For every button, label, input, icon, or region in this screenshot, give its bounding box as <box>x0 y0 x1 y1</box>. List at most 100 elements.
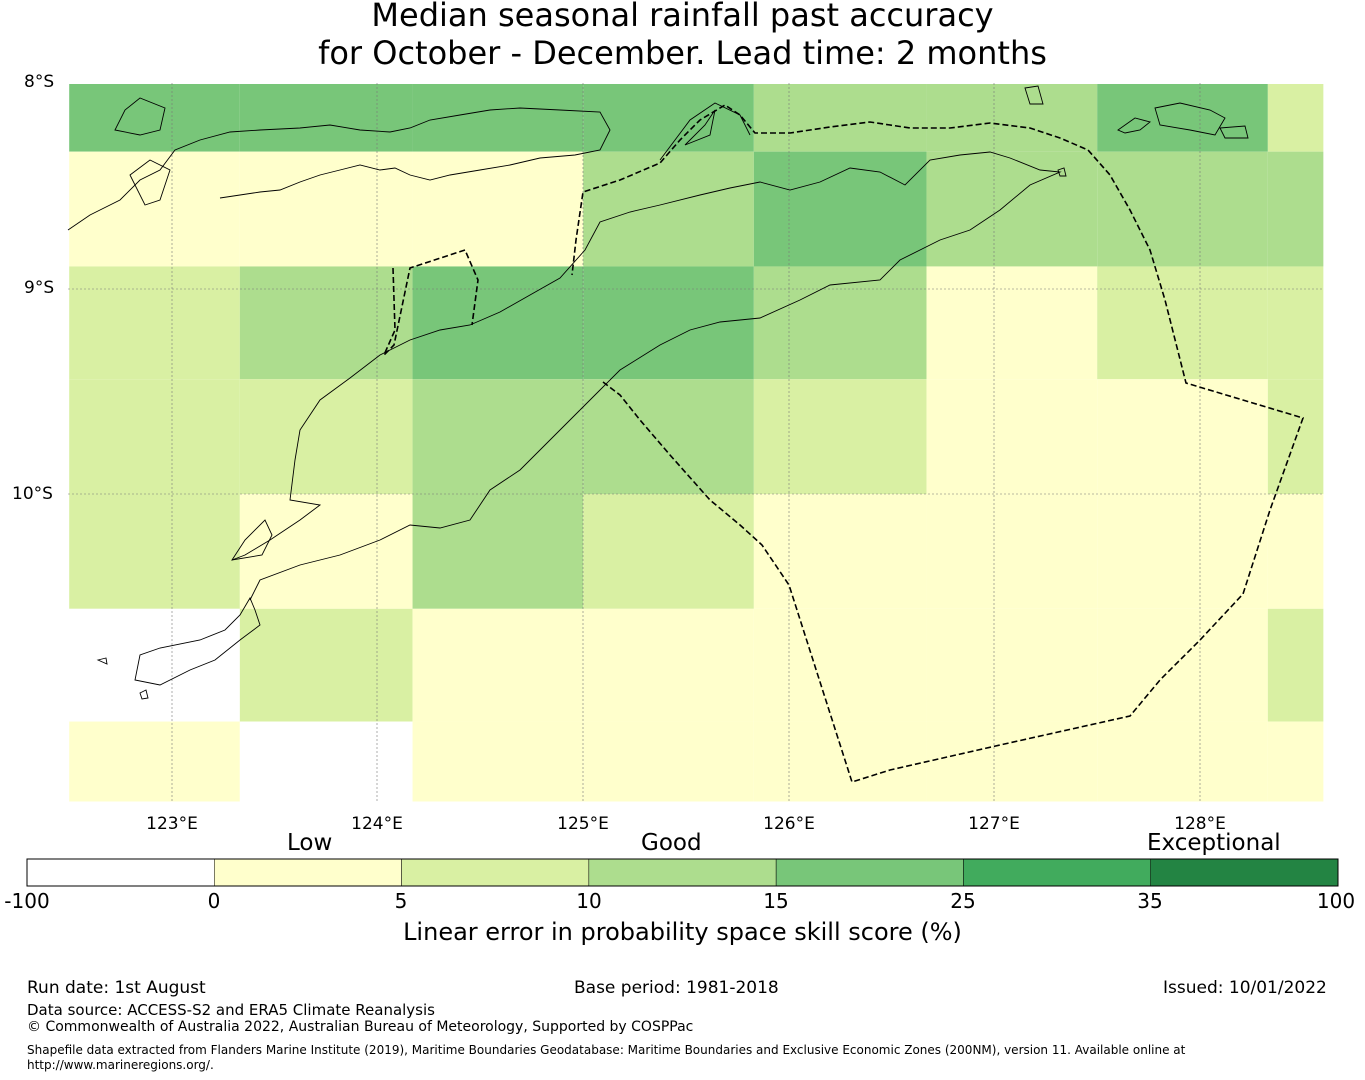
colorbar-label: Linear error in probability space skill … <box>403 918 962 946</box>
colorbar-tick: 0 <box>207 889 221 913</box>
data-source: Data source: ACCESS-S2 and ERA5 Climate … <box>27 1001 435 1019</box>
coastline-north-islands-3 <box>129 159 171 206</box>
coastline-rote <box>134 596 261 686</box>
skill-cell <box>69 84 240 152</box>
skill-cell <box>69 721 240 802</box>
skill-cell <box>239 721 413 802</box>
graticule <box>68 83 1324 803</box>
category-label-good: Good <box>641 830 702 856</box>
run-date: Run date: 1st August <box>27 978 206 998</box>
skill-cell <box>583 608 754 722</box>
skill-cell <box>1097 608 1268 722</box>
skill-cell <box>412 84 584 152</box>
skill-cell <box>412 608 584 722</box>
lon-label-123e: 123°E <box>146 814 198 834</box>
category-label-low: Low <box>287 830 333 856</box>
lat-label-8s: 8°S <box>24 72 55 92</box>
skill-cell <box>1097 151 1268 267</box>
skill-cell <box>239 266 413 380</box>
skill-cell <box>69 608 240 722</box>
skill-cell <box>1267 84 1324 152</box>
colorbar-tick: 5 <box>394 889 408 913</box>
coastline-timor-north <box>231 151 1062 561</box>
skill-cell <box>583 494 754 609</box>
skill-cell <box>753 494 927 609</box>
skill-cell <box>69 494 240 609</box>
map-title-line-2: for October - December. Lead time: 2 mon… <box>318 34 1047 72</box>
skill-cell <box>926 379 1098 494</box>
lon-label-126e: 126°E <box>763 814 815 834</box>
skill-cell <box>753 608 927 722</box>
skill-cell <box>69 379 240 494</box>
maritime-boundary <box>383 104 1305 784</box>
coastline-islet <box>1024 85 1044 105</box>
skill-cell <box>239 494 413 609</box>
skill-cell <box>69 151 240 267</box>
skill-cell <box>753 266 927 380</box>
skill-cell <box>583 379 754 494</box>
skill-cell <box>926 721 1098 802</box>
skill-cell <box>1097 721 1268 802</box>
skill-cell <box>412 721 584 802</box>
eez-boundary-main <box>571 104 1305 784</box>
coastline-north-islands-2 <box>114 97 166 136</box>
colorbar-tick: 15 <box>763 889 789 913</box>
coastline-wetar-2 <box>1154 102 1226 136</box>
skill-cell <box>583 151 754 267</box>
coastline <box>67 85 1249 700</box>
skill-cell <box>1267 266 1324 380</box>
skill-cell <box>412 379 584 494</box>
skill-cell <box>1267 151 1324 267</box>
coastline-small-island <box>231 519 273 561</box>
copyright: © Commonwealth of Australia 2022, Austra… <box>27 1019 694 1035</box>
skill-cell <box>753 84 927 152</box>
lon-label-128e: 128°E <box>1174 814 1226 834</box>
colorbar-tick: -100 <box>4 889 50 913</box>
skill-cell <box>69 266 240 380</box>
colorbar-tick: 10 <box>576 889 602 913</box>
lat-label-9s: 9°S <box>24 278 55 298</box>
coastline-islet <box>1057 167 1067 177</box>
skill-cell <box>926 84 1098 152</box>
skill-cell <box>583 266 754 380</box>
shapefile-credit: Shapefile data extracted from Flanders M… <box>27 1043 1186 1072</box>
skill-cell <box>753 151 927 267</box>
coastline-north-islands <box>67 107 611 231</box>
skill-cell <box>1267 494 1324 609</box>
colorbar-tick: 25 <box>950 889 976 913</box>
skill-cell <box>753 379 927 494</box>
skill-cell <box>1097 266 1268 380</box>
issued-date: Issued: 10/01/2022 <box>1163 978 1327 998</box>
coastline-islet <box>139 689 149 700</box>
lon-label-125e: 125°E <box>557 814 609 834</box>
skill-cell <box>412 266 584 380</box>
skill-cell <box>239 608 413 722</box>
skill-cell <box>1267 721 1324 802</box>
skill-cell <box>753 721 927 802</box>
category-label-exceptional: Exceptional <box>1147 830 1281 856</box>
skill-cell <box>239 151 413 267</box>
coastline-north-islands-4 <box>659 102 751 161</box>
coastline-timor-south <box>249 409 581 601</box>
skill-cell <box>1097 379 1268 494</box>
colorbar-tick: 100 <box>1316 889 1356 913</box>
skill-cell <box>412 494 584 609</box>
skill-cell <box>239 84 413 152</box>
lon-label-127e: 127°E <box>968 814 1020 834</box>
skill-cell <box>926 608 1098 722</box>
coastline-islet <box>96 657 108 665</box>
skill-cell <box>926 494 1098 609</box>
lat-label-10s: 10°S <box>12 484 53 504</box>
skill-cell <box>1097 84 1268 152</box>
skill-cell <box>1267 608 1324 722</box>
skill-cell <box>583 84 754 152</box>
base-period: Base period: 1981-2018 <box>574 978 779 998</box>
skill-cell <box>583 721 754 802</box>
skill-cell <box>1097 494 1268 609</box>
coastline-wetar <box>1117 117 1151 134</box>
skill-grid <box>69 84 1324 802</box>
coastline-wetar-3 <box>1219 125 1249 139</box>
colorbar-tick: 35 <box>1137 889 1163 913</box>
skill-cell <box>412 151 584 267</box>
